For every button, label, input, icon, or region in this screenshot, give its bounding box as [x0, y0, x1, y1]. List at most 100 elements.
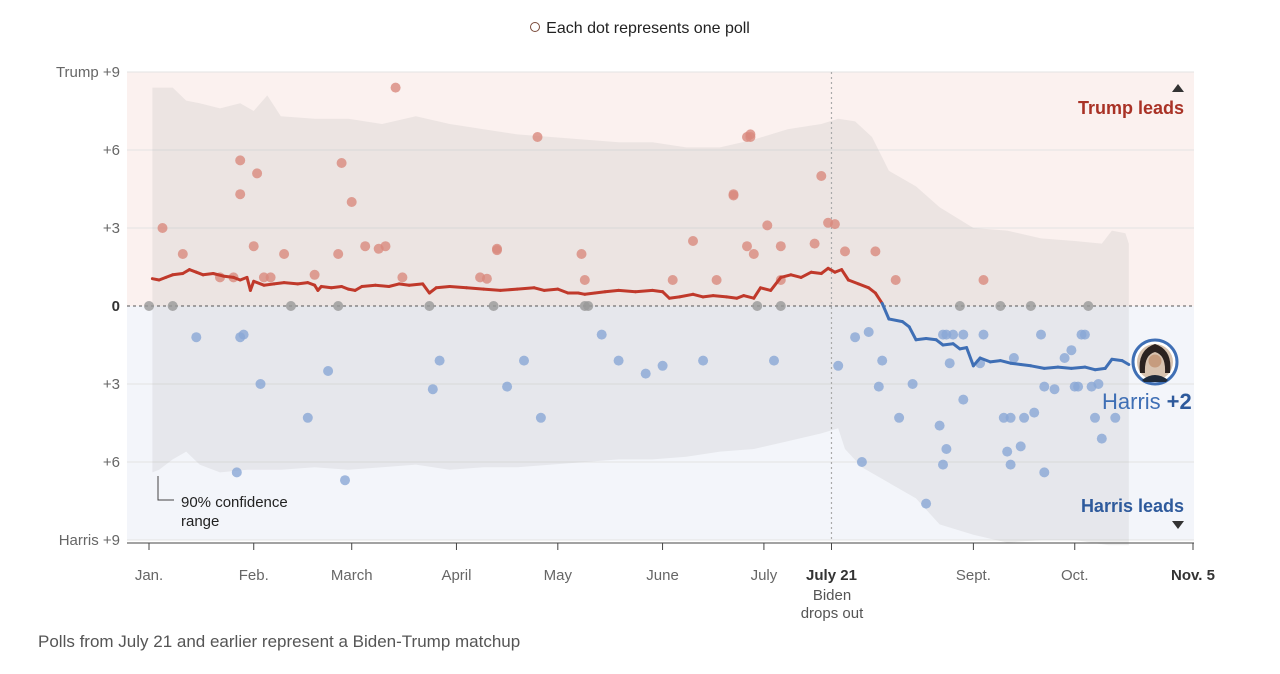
trend-segment	[603, 288, 621, 294]
poll-dot	[1096, 433, 1107, 444]
poll-dot	[958, 329, 969, 340]
x-tick-label: March	[331, 567, 373, 584]
confidence-band	[152, 87, 1129, 546]
poll-dot-legend-icon	[530, 22, 541, 32]
poll-dot	[285, 301, 296, 311]
trend-segment	[634, 288, 654, 294]
trend-segment	[329, 285, 344, 290]
poll-dot	[333, 249, 344, 259]
trend-segment	[319, 285, 333, 290]
poll-dot	[752, 301, 763, 311]
poll-dot	[938, 459, 948, 470]
gridlines	[127, 71, 1194, 541]
trump-leads-label: Trump leads	[1078, 98, 1184, 118]
event-label-line2: drops out	[801, 605, 864, 622]
poll-dot	[944, 358, 955, 369]
trend-segment	[661, 290, 671, 300]
poll-dot	[873, 381, 884, 392]
x-tick-label: May	[544, 567, 573, 584]
poll-dot	[775, 241, 786, 252]
current-leader-label: Harris +2	[1102, 389, 1192, 414]
poll-dot	[907, 379, 918, 389]
poll-dot	[890, 275, 901, 285]
poll-dot	[833, 360, 844, 371]
trend-segment	[1056, 365, 1073, 370]
x-tick-label: Feb.	[239, 567, 269, 584]
poll-dot	[346, 197, 357, 207]
poll-dot	[1090, 412, 1100, 423]
poll-dot	[157, 223, 168, 233]
trend-segment	[759, 286, 773, 292]
poll-dot	[856, 457, 867, 467]
poll-dot	[640, 368, 651, 379]
poll-dot	[816, 171, 827, 181]
trend-segment	[725, 295, 739, 300]
arrow-up-icon	[1172, 84, 1184, 92]
trend-segment	[248, 279, 256, 292]
poll-dot	[427, 384, 438, 395]
confidence-label-line2: range	[181, 513, 219, 530]
trend-line	[150, 266, 1131, 372]
poll-dot	[235, 189, 246, 200]
trend-segment	[407, 282, 425, 287]
trend-segment	[593, 290, 607, 295]
poll-dot	[1039, 467, 1050, 478]
poll-dot	[1049, 384, 1060, 395]
poll-dot	[978, 275, 989, 285]
poll-dot	[255, 379, 266, 389]
trend-segment	[691, 292, 705, 299]
poll-dot	[1002, 446, 1013, 457]
trend-segment	[1009, 361, 1023, 366]
poll-dot	[488, 301, 499, 311]
trend-segment	[373, 283, 391, 288]
poll-dot	[958, 394, 969, 405]
poll-dot	[309, 269, 320, 280]
poll-dot	[235, 155, 246, 166]
poll-dot	[613, 355, 624, 366]
poll-dot	[177, 249, 188, 259]
x-tick-label: July 21	[806, 567, 857, 584]
y-tick-label: +3	[103, 376, 120, 393]
poll-dot	[954, 301, 965, 311]
trend-segment	[482, 287, 502, 292]
harris-leads-label: Harris leads	[1081, 496, 1184, 516]
poll-dot	[870, 246, 881, 257]
trend-segment	[387, 282, 401, 288]
trend-segment	[978, 356, 992, 364]
poll-dot	[519, 355, 529, 366]
poll-dot	[238, 329, 249, 340]
poll-dot	[829, 219, 840, 230]
x-tick-label: Jan.	[135, 567, 163, 584]
poll-dot	[583, 301, 594, 311]
trend-segment	[907, 325, 918, 342]
trend-segment	[650, 288, 665, 294]
trend-segment	[914, 337, 928, 342]
trend-segment	[296, 281, 310, 286]
event-label-line1: Biden	[813, 587, 851, 604]
y-tick-label: +3	[103, 220, 120, 237]
trend-segment	[211, 272, 225, 278]
trend-segment	[846, 278, 860, 286]
poll-dot	[1110, 412, 1121, 423]
poll-dot	[579, 275, 590, 285]
poll-dot	[657, 360, 668, 371]
poll-dots	[144, 82, 1121, 509]
poll-dot	[340, 475, 350, 486]
poll-dot	[921, 498, 932, 509]
y-axis: Trump +9 +6 +3 0 +3 +6 Harris +9	[56, 64, 120, 549]
trend-segment	[272, 281, 286, 286]
poll-dot	[302, 412, 313, 423]
trend-segment	[769, 275, 783, 292]
footnote: Polls from July 21 and earlier represent…	[38, 632, 521, 651]
arrow-down-icon	[1172, 521, 1184, 529]
legend-label: Each dot represents one poll	[546, 20, 750, 37]
poll-dot	[1005, 412, 1016, 423]
poll-dot	[231, 467, 242, 478]
poll-dot	[424, 301, 435, 311]
poll-dot	[1015, 441, 1026, 452]
trend-segment	[711, 294, 729, 299]
poll-dot	[191, 332, 202, 343]
poll-dot	[390, 82, 401, 93]
trend-segment	[1103, 357, 1114, 370]
current-leader-name: Harris	[1102, 389, 1161, 414]
